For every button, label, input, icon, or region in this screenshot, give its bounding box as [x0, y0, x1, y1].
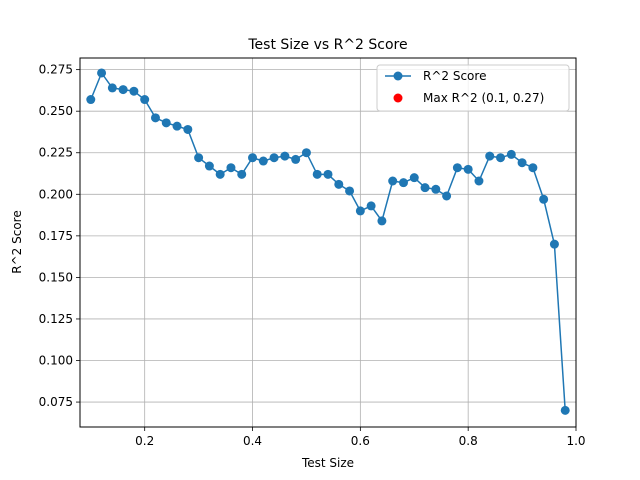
x-tick-label: 1.0: [566, 434, 585, 448]
plot-frame: [79, 57, 577, 428]
data-point: [183, 124, 193, 134]
data-point: [312, 169, 322, 179]
y-tick-label: 0.275: [39, 63, 73, 77]
data-point: [420, 183, 430, 193]
series-layer: [86, 68, 570, 415]
legend-marker-max-r2: [393, 93, 403, 103]
data-point: [388, 176, 398, 186]
data-point: [269, 153, 279, 163]
data-point: [334, 179, 344, 189]
data-point: [539, 194, 549, 204]
data-point: [485, 151, 495, 161]
x-axis-label: Test Size: [301, 456, 354, 470]
data-point: [215, 169, 225, 179]
data-point: [291, 154, 301, 164]
legend-box: [376, 64, 570, 112]
data-point: [150, 113, 160, 123]
data-point: [366, 201, 376, 211]
grid-layer: [80, 58, 577, 427]
y-tick-label: 0.125: [39, 312, 73, 326]
data-point: [258, 156, 268, 166]
x-tick-label: 0.2: [135, 434, 154, 448]
data-point: [431, 184, 441, 194]
y-tick-label: 0.075: [39, 395, 73, 409]
data-point: [237, 169, 247, 179]
y-tick-label: 0.100: [39, 354, 73, 368]
data-point: [560, 405, 570, 415]
chart-title: Test Size vs R^2 Score: [247, 37, 407, 53]
data-point: [549, 239, 559, 249]
data-point: [248, 153, 258, 163]
data-point: [118, 85, 128, 95]
data-point: [496, 153, 506, 163]
y-axis-label: R^2 Score: [10, 210, 24, 273]
data-point: [452, 163, 462, 173]
data-point: [355, 206, 365, 216]
data-point: [226, 163, 236, 173]
data-point: [129, 86, 139, 96]
data-point: [506, 149, 516, 159]
legend-label-r2-score: R^2 Score: [423, 69, 486, 83]
y-tick-label: 0.250: [39, 104, 73, 118]
data-point: [172, 121, 182, 131]
data-point: [442, 191, 452, 201]
x-tick-label: 0.4: [243, 434, 262, 448]
data-point: [97, 68, 107, 78]
data-point: [86, 95, 96, 105]
data-point: [140, 95, 150, 105]
legend-marker-r2-score: [393, 71, 403, 81]
legend-label-max-r2: Max R^2 (0.1, 0.27): [423, 91, 544, 105]
data-point: [280, 151, 290, 161]
data-point: [398, 178, 408, 188]
data-point: [528, 163, 538, 173]
data-point: [377, 216, 387, 226]
y-tick-label: 0.200: [39, 187, 73, 201]
data-point: [517, 158, 527, 168]
data-point: [345, 186, 355, 196]
x-tick-label: 0.8: [459, 434, 478, 448]
y-tick-label: 0.225: [39, 146, 73, 160]
data-point: [463, 164, 473, 174]
data-point: [194, 153, 204, 163]
y-tick-label: 0.150: [39, 270, 73, 284]
data-point: [409, 173, 419, 183]
x-tick-label: 0.6: [351, 434, 370, 448]
y-tick-label: 0.175: [39, 229, 73, 243]
ticks-layer: 0.2 0.4 0.6 0.8 1.0 0.075 0.100 0.125 0.150 0.175…: [39, 63, 586, 448]
data-point: [204, 161, 214, 171]
data-point: [107, 83, 117, 93]
data-point: [301, 148, 311, 158]
data-point: [474, 176, 484, 186]
legend: R^2 Score Max R^2 (0.1, 0.27): [376, 64, 570, 112]
data-point: [323, 169, 333, 179]
data-point: [161, 118, 171, 128]
